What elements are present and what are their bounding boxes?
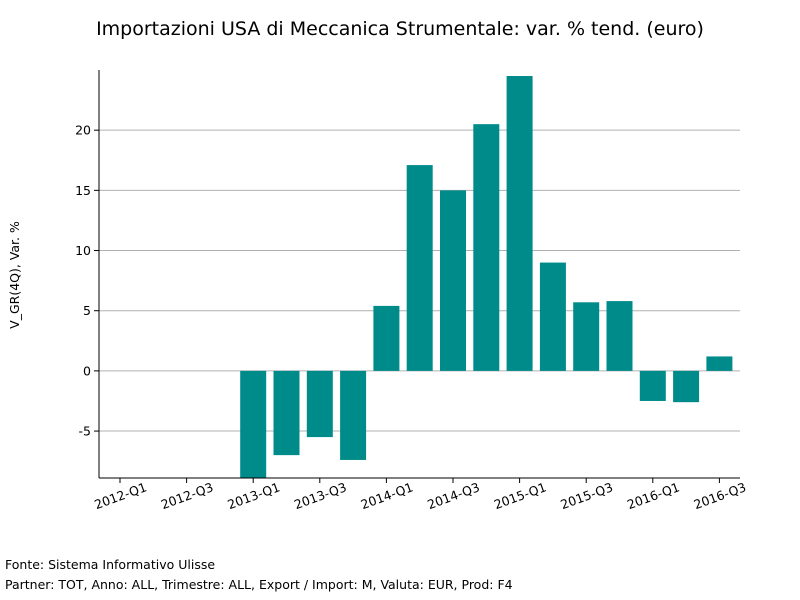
bar-2015-Q4 [606,301,633,371]
y-tick-label: -5 [79,424,91,439]
bar-2013-Q1 [240,370,267,478]
y-ticks: -5 0 5 10 15 20 [75,123,99,439]
bar-2014-Q1 [373,305,400,371]
x-tick-label: 2014-Q1 [359,479,415,512]
bar-2014-Q3 [440,190,466,371]
bar-2015-Q3 [573,302,600,371]
y-axis-label: V_GR(4Q), Var. % [7,221,22,329]
x-tick-label: 2014-Q3 [425,479,481,512]
bar-2013-Q4 [340,370,367,460]
bars-layer [240,76,733,478]
bar-2013-Q3 [306,370,333,438]
y-tick-label: 20 [75,123,91,138]
x-tick-label: 2015-Q3 [558,479,614,512]
y-tick-label: 5 [83,303,91,318]
bar-2013-Q2 [273,370,300,456]
y-tick-label: 0 [83,363,91,378]
bar-2016-Q2 [673,370,700,403]
x-tick-label: 2012-Q1 [92,479,148,512]
x-ticks: 2012-Q1 2012-Q3 2013-Q1 2013-Q3 2014-Q1 2014-… [92,478,748,512]
x-tick-label: 2012-Q3 [159,479,215,512]
chart-title: Importazioni USA di Meccanica Strumental… [96,18,704,40]
x-tick-label: 2013-Q3 [292,479,348,512]
x-tick-label: 2016-Q3 [692,479,748,512]
bar-2016-Q1 [639,370,666,401]
bar-2014-Q2 [406,165,433,371]
x-tick-label: 2016-Q1 [625,479,681,512]
bar-2016-Q3 [706,356,733,371]
x-tick-label: 2013-Q1 [225,479,281,512]
footer-params: Partner: TOT, Anno: ALL, Trimestre: ALL,… [5,577,513,592]
bar-2014-Q4 [473,124,500,371]
y-tick-label: 10 [75,243,91,258]
x-tick-label: 2015-Q1 [492,479,548,512]
axes-layer [98,70,740,479]
bar-2015-Q1 [506,76,533,371]
bar-2015-Q2 [539,262,566,371]
footer-source: Fonte: Sistema Informativo Ulisse [5,557,216,572]
y-tick-label: 15 [75,183,91,198]
